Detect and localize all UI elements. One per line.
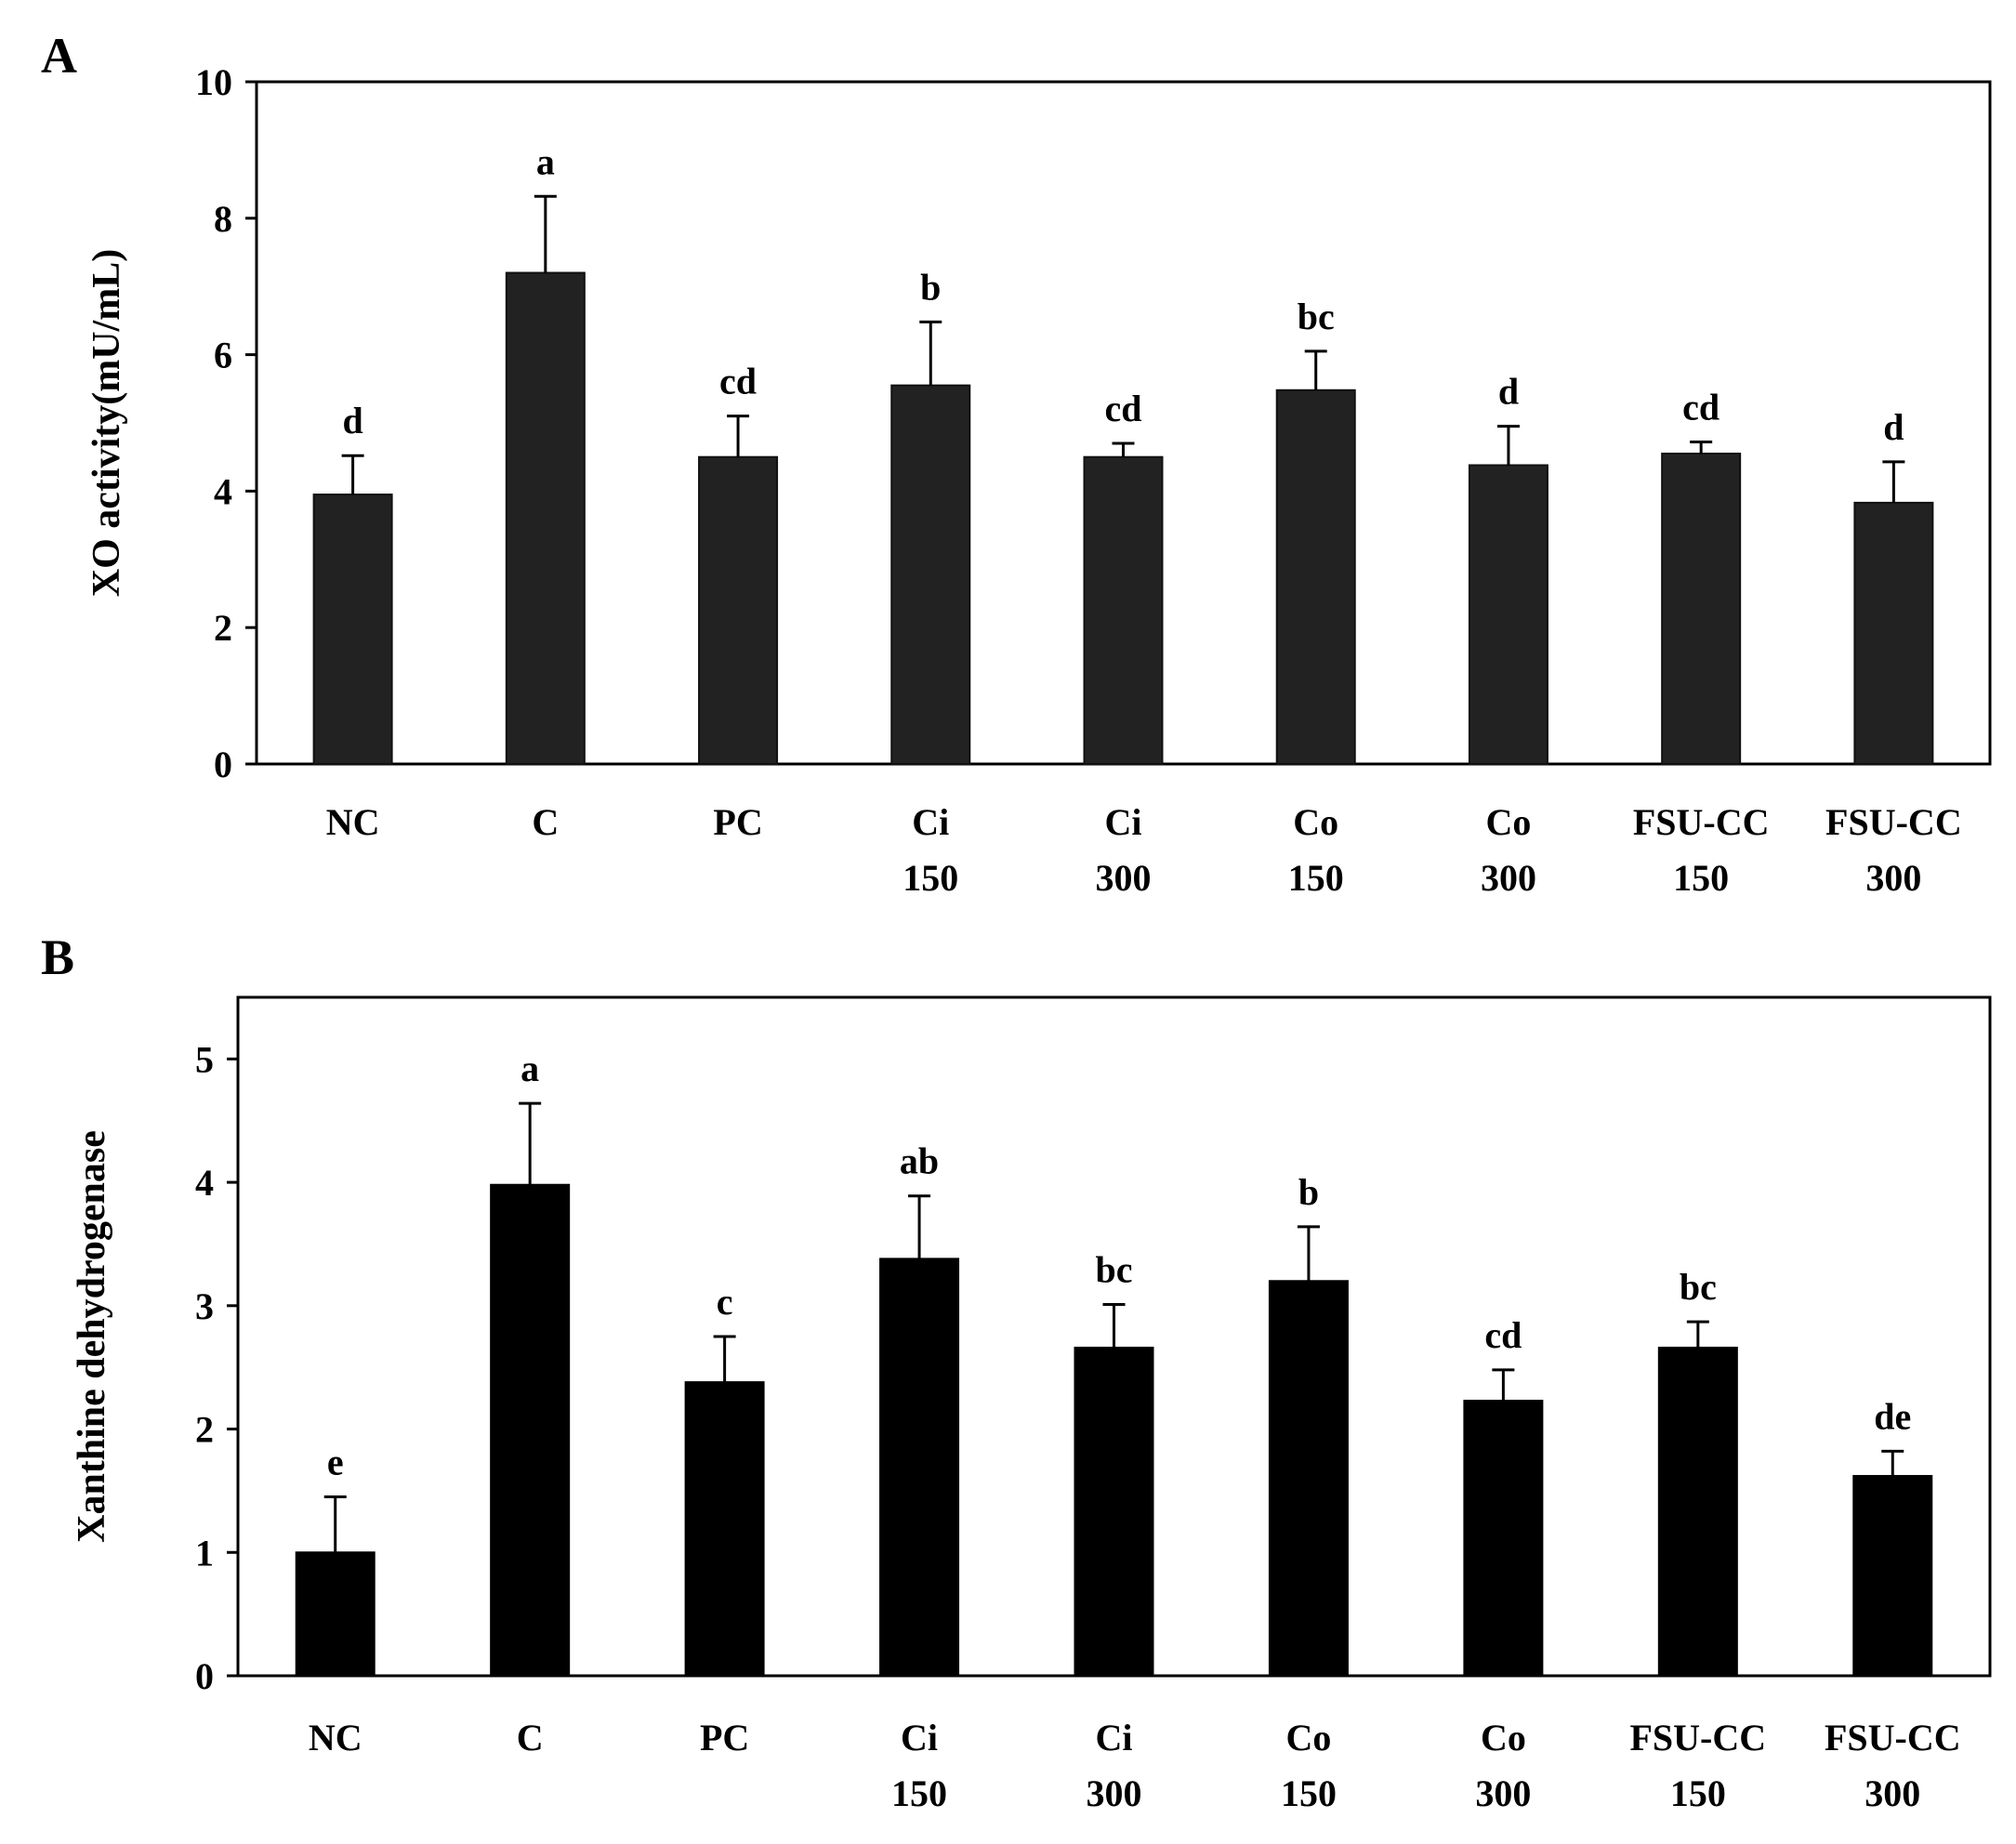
- y-tick-label-a: 10: [195, 61, 232, 103]
- y-tick-label-b: 3: [195, 1285, 214, 1327]
- bar-a: [890, 384, 971, 765]
- bar-b: [1463, 1400, 1544, 1677]
- significance-label-a: cd: [1105, 388, 1142, 429]
- y-tick-label-a: 8: [214, 198, 232, 240]
- y-tick-label-a: 0: [214, 744, 232, 785]
- bar-b: [1657, 1346, 1738, 1677]
- y-tick-label-a: 2: [214, 607, 232, 649]
- significance-label-b: bc: [1096, 1248, 1133, 1290]
- category-label-a: 150: [1288, 857, 1344, 899]
- bar-a: [1661, 453, 1742, 765]
- bar-b: [295, 1551, 376, 1677]
- category-label-a: Co: [1293, 801, 1338, 843]
- category-label-a: FSU-CC: [1825, 801, 1962, 843]
- category-label-a: PC: [713, 801, 762, 843]
- bar-a: [1853, 501, 1934, 765]
- bar-a: [1083, 455, 1164, 765]
- category-label-b: Ci: [901, 1717, 938, 1758]
- y-tick-label-b: 5: [195, 1038, 214, 1080]
- significance-label-a: d: [342, 400, 362, 441]
- significance-label-b: cd: [1484, 1314, 1522, 1356]
- category-label-b: 150: [1670, 1772, 1726, 1814]
- category-label-b: Ci: [1096, 1717, 1133, 1758]
- category-label-b: FSU-CC: [1629, 1717, 1766, 1758]
- significance-label-b: b: [1298, 1171, 1319, 1213]
- panel-b: B 0 1 2 3 4 5 Xanthine dehydrogenase e NC a Cc PC ab C…: [41, 929, 1992, 1814]
- y-tick-label-a: 4: [214, 470, 232, 512]
- category-label-a: 300: [1481, 857, 1536, 899]
- significance-label-b: c: [717, 1281, 733, 1323]
- bar-b: [684, 1381, 765, 1678]
- y-tick-label-b: 4: [195, 1162, 214, 1204]
- bar-a: [1468, 464, 1548, 765]
- category-label-a: FSU-CC: [1633, 801, 1770, 843]
- category-label-b: 300: [1475, 1772, 1531, 1814]
- category-label-a: C: [532, 801, 559, 843]
- significance-label-b: e: [327, 1442, 344, 1483]
- significance-label-a: a: [536, 140, 555, 182]
- category-label-b: C: [517, 1717, 544, 1758]
- bar-b: [1268, 1280, 1349, 1677]
- category-label-b: NC: [309, 1717, 362, 1758]
- category-label-a: 150: [1673, 857, 1729, 899]
- category-label-a: Ci: [912, 801, 949, 843]
- category-label-a: 300: [1096, 857, 1152, 899]
- category-label-b: 150: [891, 1772, 947, 1814]
- category-label-b: 300: [1864, 1772, 1920, 1814]
- significance-label-a: d: [1498, 371, 1519, 413]
- category-label-a: 300: [1865, 857, 1921, 899]
- significance-label-a: bc: [1298, 296, 1335, 337]
- category-label-b: Co: [1285, 1717, 1331, 1758]
- significance-label-a: b: [920, 266, 941, 308]
- category-label-b: PC: [700, 1717, 749, 1758]
- bar-b: [879, 1258, 960, 1678]
- bar-a: [505, 271, 586, 765]
- bar-b: [490, 1183, 571, 1677]
- y-tick-label-a: 6: [214, 335, 232, 376]
- category-label-b: 150: [1281, 1772, 1337, 1814]
- y-tick-label-b: 2: [195, 1409, 214, 1451]
- category-label-b: Co: [1481, 1717, 1526, 1758]
- category-label-a: 150: [903, 857, 958, 899]
- significance-label-b: de: [1874, 1395, 1911, 1437]
- category-label-b: FSU-CC: [1825, 1717, 1961, 1758]
- significance-label-b: a: [520, 1047, 539, 1089]
- category-label-a: Ci: [1105, 801, 1142, 843]
- category-label-b: 300: [1087, 1772, 1142, 1814]
- significance-label-a: d: [1883, 406, 1904, 448]
- bar-b: [1074, 1346, 1154, 1677]
- panel-label-b: B: [41, 929, 74, 985]
- significance-label-a: cd: [1682, 387, 1720, 428]
- y-tick-label-b: 0: [195, 1655, 214, 1697]
- bar-a: [698, 455, 779, 765]
- y-axis-title-a: XO activity(mU/mL): [86, 249, 128, 597]
- y-tick-label-b: 1: [195, 1532, 214, 1574]
- bar-b: [1852, 1474, 1933, 1677]
- significance-label-b: ab: [900, 1140, 939, 1182]
- panel-a: A 0 2 4 6 8 10 XO activity(mU/mL) d NC a Ccd PC b Ci 15…: [41, 28, 1992, 899]
- category-label-a: Co: [1485, 801, 1531, 843]
- bar-a: [1275, 389, 1356, 765]
- panel-label-a: A: [41, 28, 77, 84]
- y-axis-title-b: Xanthine dehydrogenase: [71, 1130, 113, 1543]
- significance-label-b: bc: [1680, 1266, 1717, 1308]
- significance-label-a: cd: [719, 361, 757, 402]
- bar-a: [312, 494, 393, 765]
- category-label-a: NC: [326, 801, 380, 843]
